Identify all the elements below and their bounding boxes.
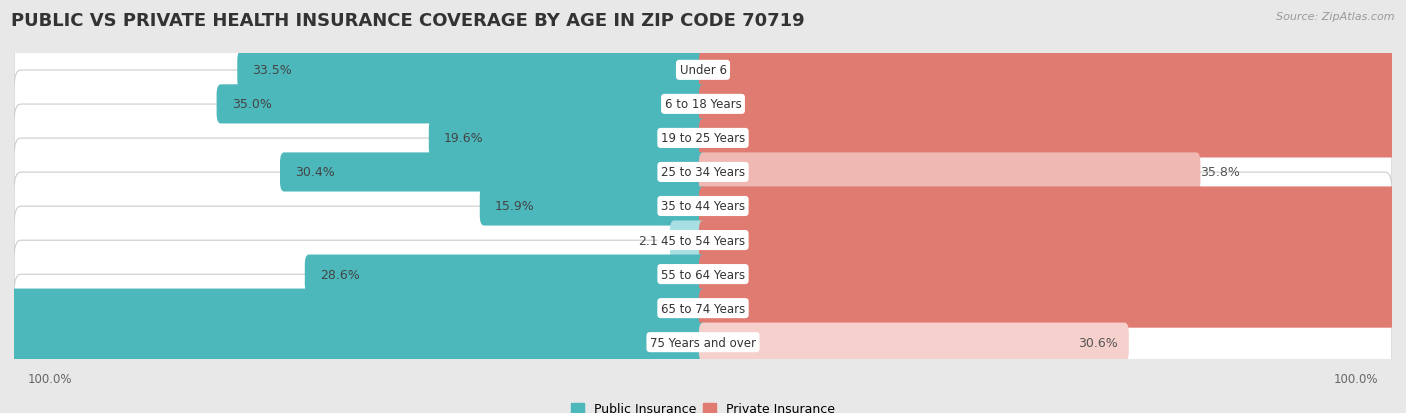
- Text: 19 to 25 Years: 19 to 25 Years: [661, 132, 745, 145]
- FancyBboxPatch shape: [14, 139, 1392, 206]
- Legend: Public Insurance, Private Insurance: Public Insurance, Private Insurance: [567, 397, 839, 413]
- FancyBboxPatch shape: [699, 153, 1201, 192]
- Text: 6 to 18 Years: 6 to 18 Years: [665, 98, 741, 111]
- Text: 2.1%: 2.1%: [638, 234, 669, 247]
- Text: 28.6%: 28.6%: [321, 268, 360, 281]
- Text: 35 to 44 Years: 35 to 44 Years: [661, 200, 745, 213]
- FancyBboxPatch shape: [238, 51, 707, 90]
- Text: 100.0%: 100.0%: [28, 372, 72, 385]
- FancyBboxPatch shape: [14, 275, 1392, 342]
- FancyBboxPatch shape: [14, 37, 1392, 104]
- Text: Source: ZipAtlas.com: Source: ZipAtlas.com: [1277, 12, 1395, 22]
- Text: 30.6%: 30.6%: [1078, 336, 1118, 349]
- FancyBboxPatch shape: [699, 119, 1406, 158]
- FancyBboxPatch shape: [699, 255, 1406, 294]
- FancyBboxPatch shape: [14, 105, 1392, 172]
- Text: 33.5%: 33.5%: [253, 64, 292, 77]
- FancyBboxPatch shape: [14, 173, 1392, 240]
- Text: 45 to 54 Years: 45 to 54 Years: [661, 234, 745, 247]
- Text: 19.6%: 19.6%: [444, 132, 484, 145]
- FancyBboxPatch shape: [0, 323, 707, 362]
- FancyBboxPatch shape: [14, 71, 1392, 138]
- Text: 35.0%: 35.0%: [232, 98, 271, 111]
- FancyBboxPatch shape: [699, 221, 1406, 260]
- Text: 15.9%: 15.9%: [495, 200, 534, 213]
- Text: 35.8%: 35.8%: [1201, 166, 1240, 179]
- FancyBboxPatch shape: [14, 309, 1392, 376]
- FancyBboxPatch shape: [699, 51, 1406, 90]
- FancyBboxPatch shape: [479, 187, 707, 226]
- Text: Under 6: Under 6: [679, 64, 727, 77]
- FancyBboxPatch shape: [217, 85, 707, 124]
- FancyBboxPatch shape: [699, 85, 1406, 124]
- Text: 25 to 34 Years: 25 to 34 Years: [661, 166, 745, 179]
- FancyBboxPatch shape: [305, 255, 707, 294]
- Text: 100.0%: 100.0%: [1334, 372, 1378, 385]
- Text: 30.4%: 30.4%: [295, 166, 335, 179]
- FancyBboxPatch shape: [699, 323, 1129, 362]
- Text: PUBLIC VS PRIVATE HEALTH INSURANCE COVERAGE BY AGE IN ZIP CODE 70719: PUBLIC VS PRIVATE HEALTH INSURANCE COVER…: [11, 12, 804, 30]
- FancyBboxPatch shape: [280, 153, 707, 192]
- FancyBboxPatch shape: [14, 206, 1392, 274]
- Text: 55 to 64 Years: 55 to 64 Years: [661, 268, 745, 281]
- FancyBboxPatch shape: [0, 289, 707, 328]
- FancyBboxPatch shape: [429, 119, 707, 158]
- FancyBboxPatch shape: [14, 241, 1392, 308]
- Text: 65 to 74 Years: 65 to 74 Years: [661, 302, 745, 315]
- FancyBboxPatch shape: [699, 187, 1406, 226]
- FancyBboxPatch shape: [669, 221, 707, 260]
- FancyBboxPatch shape: [699, 289, 1406, 328]
- Text: 75 Years and over: 75 Years and over: [650, 336, 756, 349]
